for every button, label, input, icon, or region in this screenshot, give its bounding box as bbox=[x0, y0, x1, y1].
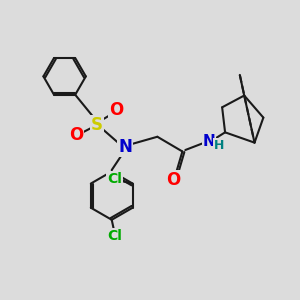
Text: Cl: Cl bbox=[107, 229, 122, 243]
Text: H: H bbox=[214, 139, 224, 152]
Text: S: S bbox=[91, 116, 103, 134]
Text: O: O bbox=[167, 171, 181, 189]
Text: Cl: Cl bbox=[107, 172, 122, 186]
Text: N: N bbox=[118, 138, 132, 156]
Text: O: O bbox=[109, 101, 123, 119]
Text: O: O bbox=[69, 126, 83, 144]
Text: N: N bbox=[202, 134, 215, 149]
